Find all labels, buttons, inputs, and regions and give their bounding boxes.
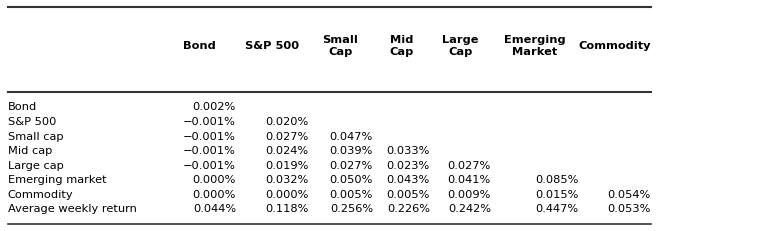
Text: 0.033%: 0.033% (387, 146, 430, 156)
Text: Average weekly return: Average weekly return (8, 204, 136, 214)
Text: 0.044%: 0.044% (193, 204, 236, 214)
Text: 0.005%: 0.005% (387, 190, 430, 200)
Text: 0.002%: 0.002% (193, 102, 236, 112)
Text: 0.005%: 0.005% (330, 190, 373, 200)
Text: 0.000%: 0.000% (265, 190, 308, 200)
Text: Commodity: Commodity (8, 190, 73, 200)
Text: 0.015%: 0.015% (535, 190, 578, 200)
Text: 0.039%: 0.039% (330, 146, 373, 156)
Text: 0.000%: 0.000% (193, 175, 236, 185)
Text: S&P 500: S&P 500 (245, 41, 299, 51)
Text: Large
Cap: Large Cap (442, 35, 479, 57)
Text: 0.023%: 0.023% (387, 161, 430, 171)
Text: 0.242%: 0.242% (447, 204, 491, 214)
Text: 0.027%: 0.027% (330, 161, 373, 171)
Text: −0.001%: −0.001% (183, 161, 236, 171)
Text: Small
Cap: Small Cap (323, 35, 358, 57)
Text: −0.001%: −0.001% (183, 131, 236, 142)
Text: Mid cap: Mid cap (8, 146, 52, 156)
Text: 0.226%: 0.226% (387, 204, 430, 214)
Text: 0.053%: 0.053% (607, 204, 651, 214)
Text: 0.447%: 0.447% (535, 204, 578, 214)
Text: Large cap: Large cap (8, 161, 63, 171)
Text: 0.027%: 0.027% (447, 161, 491, 171)
Text: 0.256%: 0.256% (330, 204, 373, 214)
Text: 0.050%: 0.050% (330, 175, 373, 185)
Text: Commodity: Commodity (578, 41, 651, 51)
Text: −0.001%: −0.001% (183, 117, 236, 127)
Text: 0.019%: 0.019% (265, 161, 308, 171)
Text: 0.027%: 0.027% (265, 131, 308, 142)
Text: 0.085%: 0.085% (535, 175, 578, 185)
Text: Small cap: Small cap (8, 131, 63, 142)
Text: Bond: Bond (8, 102, 37, 112)
Text: S&P 500: S&P 500 (8, 117, 56, 127)
Text: 0.000%: 0.000% (193, 190, 236, 200)
Text: 0.041%: 0.041% (447, 175, 491, 185)
Text: 0.032%: 0.032% (265, 175, 308, 185)
Text: Mid
Cap: Mid Cap (389, 35, 414, 57)
Text: 0.024%: 0.024% (265, 146, 308, 156)
Text: Emerging
Market: Emerging Market (504, 35, 565, 57)
Text: Emerging market: Emerging market (8, 175, 107, 185)
Text: 0.043%: 0.043% (387, 175, 430, 185)
Text: −0.001%: −0.001% (183, 146, 236, 156)
Text: Bond: Bond (183, 41, 216, 51)
Text: 0.054%: 0.054% (607, 190, 651, 200)
Text: 0.020%: 0.020% (265, 117, 308, 127)
Text: 0.009%: 0.009% (447, 190, 491, 200)
Text: 0.047%: 0.047% (330, 131, 373, 142)
Text: 0.118%: 0.118% (265, 204, 308, 214)
